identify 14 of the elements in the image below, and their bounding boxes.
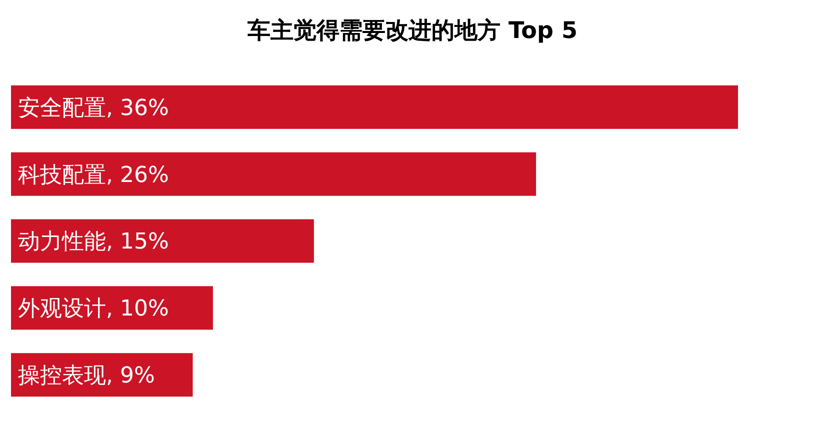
bar (11, 219, 314, 263)
data-label: , 15% (106, 230, 169, 255)
y-tick-label: 操控表现 (18, 364, 106, 389)
data-label: , 9% (106, 364, 155, 389)
data-label: , 26% (106, 162, 169, 188)
chart-title: 车主觉得需要改进的地方 Top 5 (246, 17, 578, 44)
y-tick-label: 安全配置 (18, 96, 106, 121)
bar (11, 152, 536, 196)
y-tick-label: 外观设计 (18, 296, 106, 322)
data-label: , 10% (106, 296, 169, 322)
y-tick-label: 动力性能 (18, 230, 106, 255)
data-label: , 36% (106, 96, 169, 121)
bar (11, 85, 738, 129)
y-tick-label: 科技配置 (18, 162, 106, 188)
